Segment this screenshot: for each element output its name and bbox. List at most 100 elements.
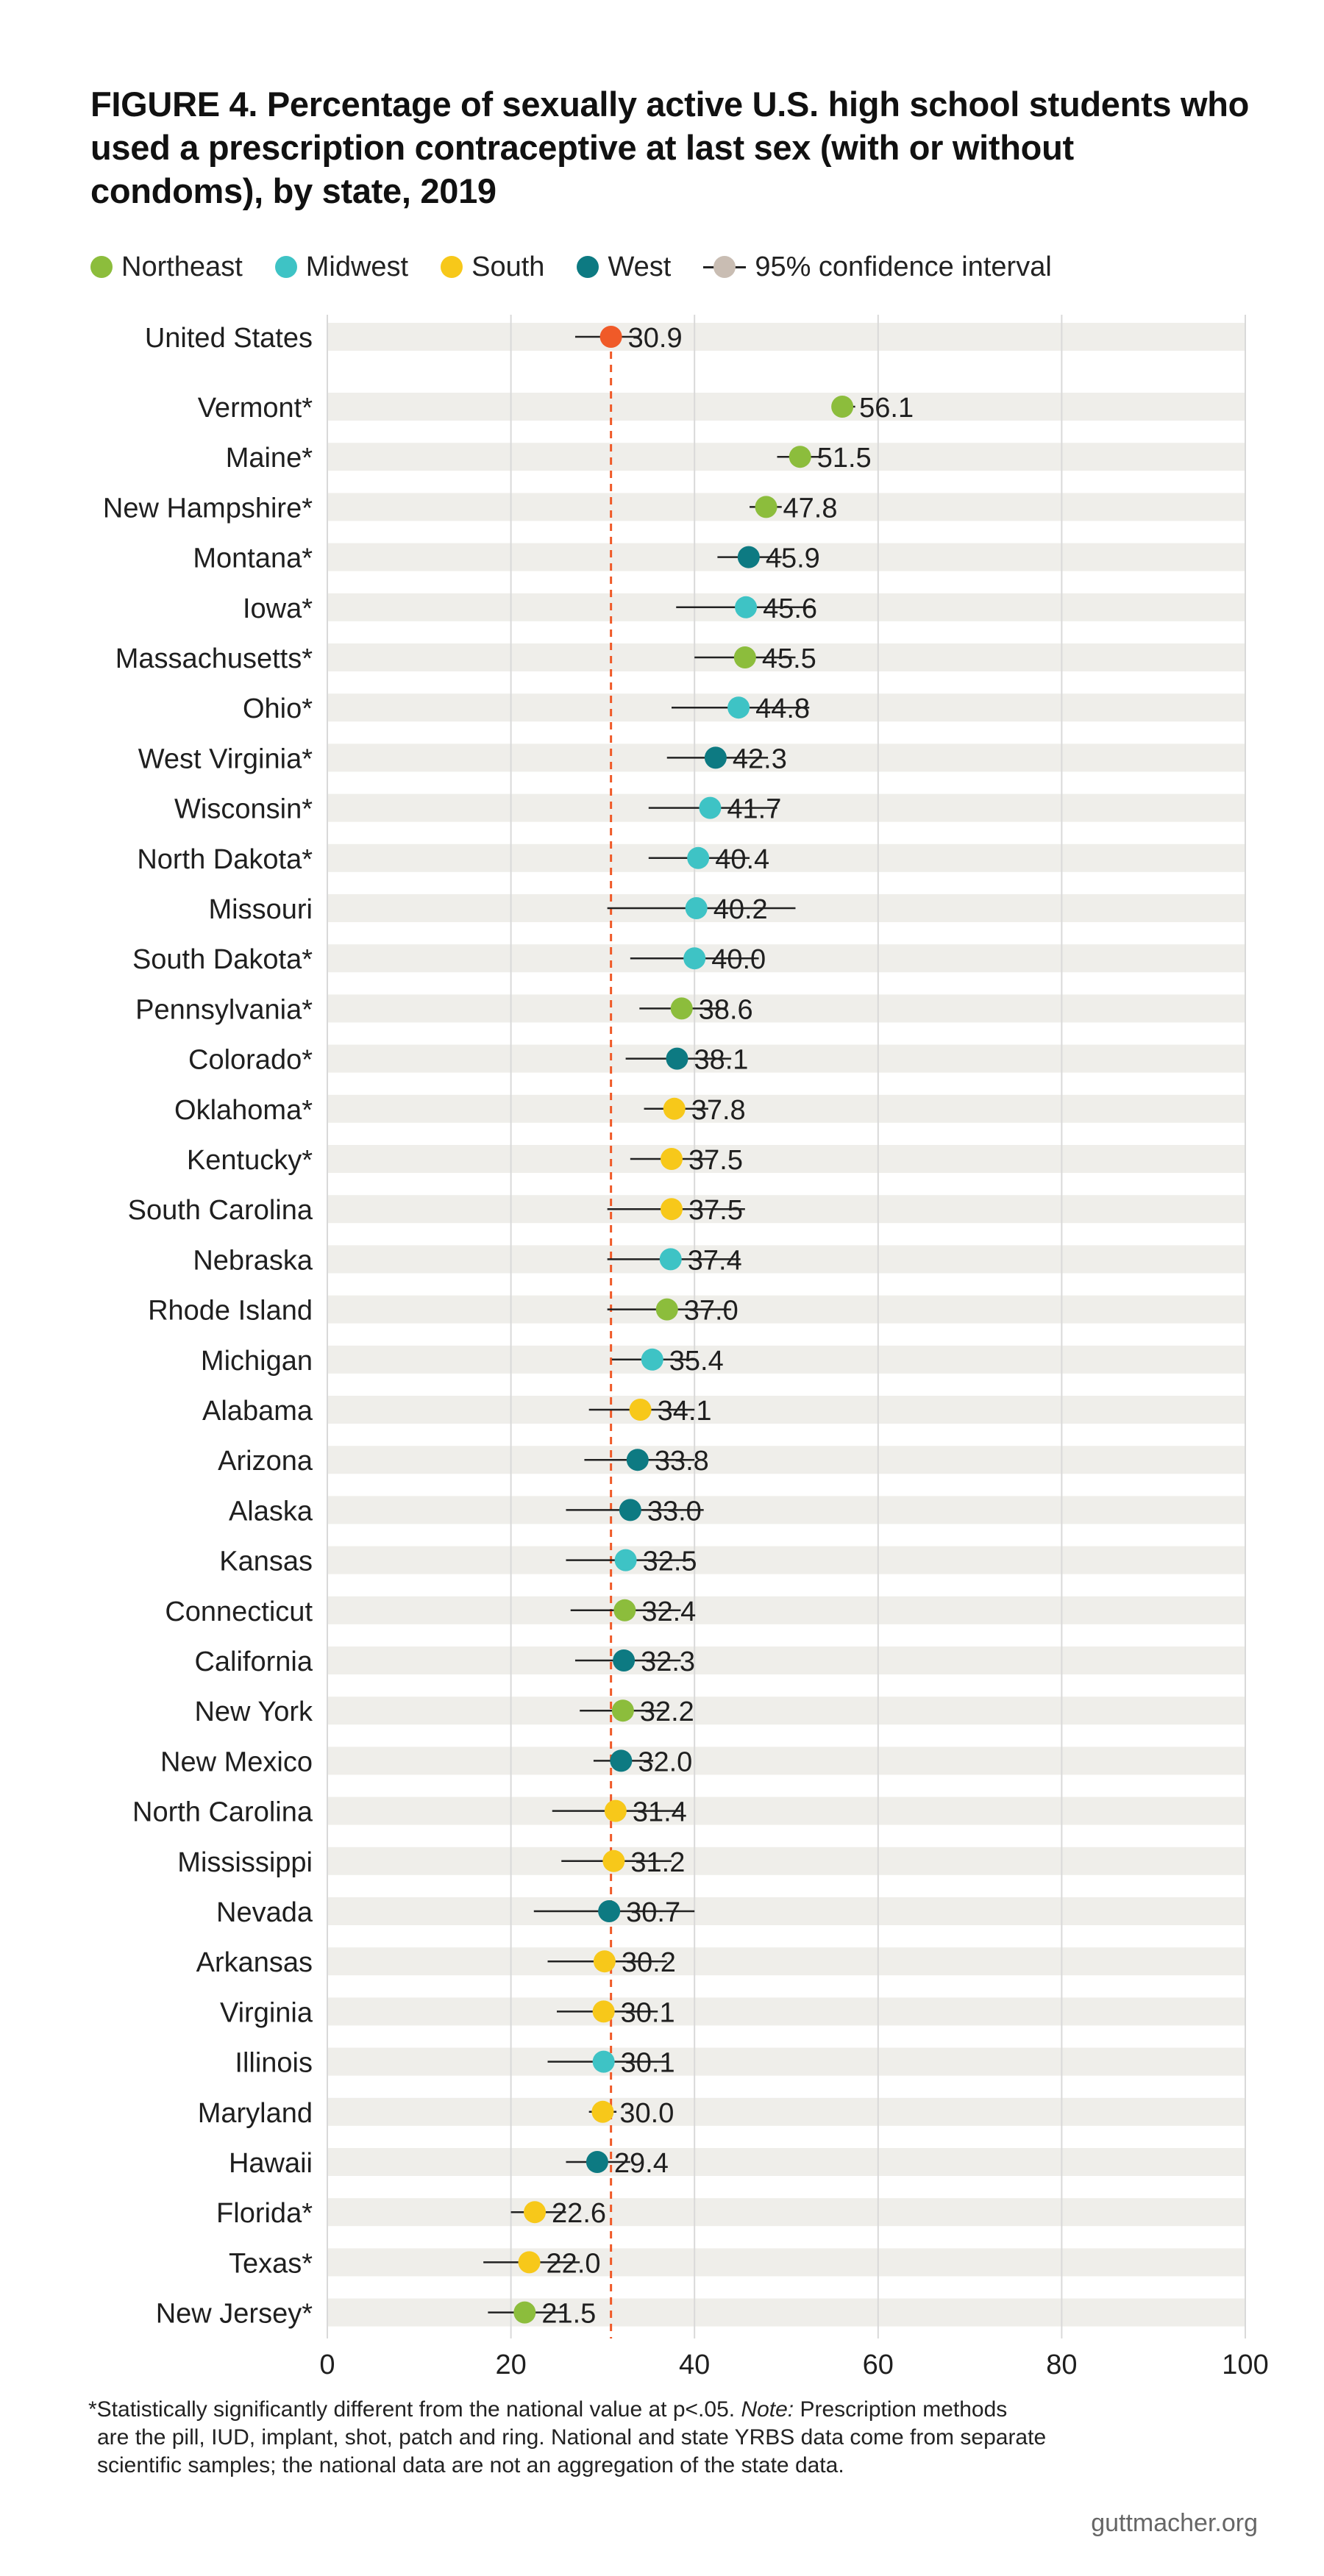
value-label: 30.7 — [626, 1897, 680, 1928]
state-label: New Jersey* — [156, 2299, 313, 2330]
row-rhode-island: Rhode Island 37.0 — [148, 1296, 738, 1327]
row-hawaii: Hawaii 29.4 — [229, 2148, 669, 2179]
x-tick-label: 40 — [679, 2350, 710, 2380]
row-new-york: New York 32.2 — [194, 1696, 694, 1727]
state-label: West Virginia* — [138, 743, 313, 774]
row-kentucky: Kentucky* 37.5 — [187, 1145, 743, 1176]
state-label: Vermont* — [198, 393, 313, 424]
value-label: 30.0 — [619, 2098, 674, 2129]
state-label: Maine* — [226, 443, 313, 474]
value-label: 37.5 — [688, 1195, 743, 1226]
row-band — [327, 1696, 1245, 1725]
footnote-line-2: are the pill, IUD, implant, shot, patch … — [97, 2425, 1047, 2450]
x-axis: 0 20 40 60 80 100 — [319, 2350, 1268, 2380]
state-point — [789, 446, 811, 468]
row-michigan: Michigan 35.4 — [201, 1346, 724, 1377]
row-maine: Maine* 51.5 — [226, 443, 872, 474]
value-label: 51.5 — [817, 443, 872, 474]
legend: Northeast Midwest South West 95% confide… — [90, 249, 1084, 285]
state-point — [611, 1699, 634, 1722]
state-label: Michigan — [201, 1346, 313, 1377]
legend-swatch-west — [577, 256, 599, 278]
row-new-jersey: New Jersey* 21.5 — [156, 2299, 597, 2330]
legend-item-west: West — [577, 251, 671, 283]
row-band — [327, 843, 1245, 872]
legend-swatch-south — [441, 256, 463, 278]
state-point — [685, 897, 708, 919]
state-point — [737, 546, 760, 568]
state-label: New Mexico — [160, 1747, 313, 1777]
x-tick-label: 100 — [1222, 2350, 1268, 2380]
row-nevada: Nevada 30.7 — [216, 1897, 695, 1928]
row-band — [327, 1245, 1245, 1274]
state-point — [727, 696, 750, 719]
row-band — [327, 1396, 1245, 1424]
row-band — [327, 994, 1245, 1023]
row-band — [327, 393, 1245, 421]
state-label: Kentucky* — [187, 1145, 313, 1176]
value-label: 37.4 — [688, 1245, 742, 1276]
dot-plot-chart: United States 30.9 Vermont* 56.1 Maine* 51.5 N… — [103, 315, 1269, 2380]
state-point — [626, 1449, 649, 1471]
state-label: Alaska — [229, 1496, 313, 1527]
row-missouri: Missouri 40.2 — [209, 894, 796, 925]
state-label: South Dakota* — [132, 944, 313, 975]
value-label: 32.4 — [641, 1596, 696, 1627]
legend-label-south: South — [471, 251, 545, 282]
row-south-dakota: South Dakota* 40.0 — [132, 944, 766, 975]
row-florida: Florida* 22.6 — [216, 2198, 606, 2229]
x-tick-label: 0 — [319, 2350, 335, 2380]
row-wisconsin: Wisconsin* 41.7 — [174, 794, 781, 825]
state-label: Illinois — [235, 2048, 313, 2079]
row-band — [327, 944, 1245, 973]
row-band — [327, 1145, 1245, 1173]
value-label: 31.4 — [633, 1797, 687, 1828]
value-label: 38.6 — [699, 994, 753, 1025]
state-point — [735, 596, 758, 618]
row-ohio: Ohio* 44.8 — [243, 693, 810, 724]
row-vermont: Vermont* 56.1 — [198, 393, 914, 424]
state-label: Texas* — [229, 2248, 313, 2279]
state-label: Montana* — [193, 543, 313, 574]
state-label: Iowa* — [243, 593, 313, 624]
state-point — [831, 396, 854, 418]
row-mississippi: Mississippi 31.2 — [177, 1847, 685, 1878]
row-west-virginia: West Virginia* 42.3 — [138, 743, 787, 774]
legend-item-ci: 95% confidence interval — [703, 251, 1052, 283]
value-label: 21.5 — [541, 2299, 596, 2330]
state-point — [524, 2201, 547, 2224]
value-label: 32.2 — [640, 1696, 694, 1727]
row-band — [327, 1596, 1245, 1624]
row-band — [327, 2298, 1245, 2327]
value-label: 40.2 — [713, 894, 768, 925]
state-point — [518, 2251, 541, 2274]
state-point — [755, 496, 777, 518]
state-label: Maryland — [198, 2098, 313, 2129]
state-label: New York — [194, 1696, 313, 1727]
state-point — [733, 646, 756, 668]
row-virginia: Virginia 30.1 — [220, 1997, 675, 2028]
row-band — [327, 543, 1245, 571]
state-label: Florida* — [216, 2198, 313, 2229]
legend-label-ci: 95% confidence interval — [755, 251, 1052, 282]
state-label: California — [194, 1646, 313, 1677]
row-band — [327, 1997, 1245, 2026]
row-band — [327, 1797, 1245, 1825]
state-label: Arizona — [218, 1446, 313, 1477]
row-band — [327, 2148, 1245, 2176]
state-point — [610, 1749, 633, 1772]
state-point — [586, 2151, 608, 2173]
state-point — [661, 1198, 683, 1221]
state-point — [699, 796, 722, 819]
row-band — [327, 2198, 1245, 2227]
legend-swatch-northeast — [90, 256, 113, 278]
value-label: 38.1 — [694, 1045, 748, 1076]
row-alabama: Alabama 34.1 — [202, 1396, 712, 1427]
state-label: New Hampshire* — [103, 493, 313, 524]
legend-item-south: South — [441, 251, 544, 283]
state-label: Massachusetts* — [115, 643, 313, 674]
national-point — [599, 326, 622, 348]
x-tick-label: 60 — [863, 2350, 894, 2380]
row-north-carolina: North Carolina 31.4 — [132, 1797, 687, 1828]
state-label: Alabama — [202, 1396, 313, 1427]
